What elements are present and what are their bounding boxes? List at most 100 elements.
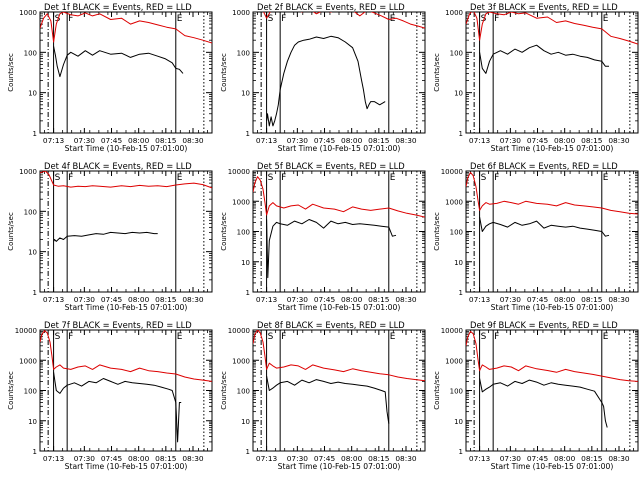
- time-marker-label: S: [481, 173, 487, 183]
- x-axis-label: Start Time (10-Feb-15 07:01:00): [491, 144, 614, 153]
- plot-frame: [465, 170, 639, 293]
- plot-frame: [39, 170, 213, 293]
- panel-det-4: Det 4f BLACK = Events, RED = LLD Counts/s…: [7, 161, 213, 312]
- x-tick-label: 08:30: [608, 295, 630, 304]
- series-events-black: [266, 376, 390, 424]
- y-tick-label: 1000: [19, 9, 37, 17]
- y-tick-label: 1000: [232, 198, 250, 206]
- x-tick-label: 07:13: [256, 295, 278, 304]
- y-tick-label: 100: [24, 208, 37, 216]
- plot-frame: [39, 11, 213, 134]
- x-tick-label: 08:15: [581, 454, 603, 463]
- x-tick-label: 07:13: [469, 454, 491, 463]
- y-tick-label: 1000: [232, 9, 250, 17]
- series-group: [263, 12, 425, 127]
- time-marker-label: F: [68, 332, 73, 342]
- x-tick-label: 07:45: [101, 295, 123, 304]
- plot-frame: [39, 329, 213, 452]
- x-tick-label: 07:13: [469, 295, 491, 304]
- panel-title: Det 3f BLACK = Events, RED = LLD: [470, 2, 618, 12]
- time-marker-label: F: [494, 173, 499, 183]
- y-axis-label: Counts/sec: [433, 371, 441, 410]
- y-tick-label: 10: [28, 249, 37, 257]
- panel-det-7: Det 7f BLACK = Events, RED = LLD Counts/s…: [7, 320, 213, 471]
- x-tick-label: 08:15: [155, 295, 177, 304]
- x-tick-label: 07:45: [314, 295, 336, 304]
- series-lld-red: [40, 171, 212, 189]
- series-group: [466, 171, 638, 237]
- x-tick-label: 07:45: [101, 454, 123, 463]
- y-tick-label: 100: [237, 388, 250, 396]
- time-marker-label: S: [268, 332, 274, 342]
- series-lld-red: [40, 12, 212, 44]
- y-tick-label: 100: [24, 49, 37, 57]
- series-group: [40, 330, 212, 443]
- x-tick-label: 07:45: [101, 136, 123, 145]
- y-axis-label: Counts/sec: [220, 53, 228, 92]
- series-events-black: [53, 231, 158, 242]
- y-tick-label: 100: [237, 49, 250, 57]
- x-axis-label: Start Time (10-Feb-15 07:01:00): [491, 303, 614, 312]
- y-tick-label: 10000: [228, 327, 250, 335]
- y-tick-label: 1000: [445, 9, 463, 17]
- panel-det-5: Det 5f BLACK = Events, RED = LLD Counts/s…: [220, 161, 426, 312]
- y-tick-label: 10: [241, 90, 250, 98]
- x-tick-label: 07:45: [527, 295, 549, 304]
- panel-title: Det 2f BLACK = Events, RED = LLD: [257, 2, 405, 12]
- x-tick-label: 07:45: [527, 136, 549, 145]
- x-tick-label: 07:30: [287, 136, 309, 145]
- time-marker-label: F: [68, 14, 73, 24]
- series-lld-red: [263, 12, 425, 29]
- x-tick-label: 08:15: [368, 454, 390, 463]
- panel-title: Det 9f BLACK = Events, RED = LLD: [470, 320, 618, 330]
- x-axis-label: Start Time (10-Feb-15 07:01:00): [491, 462, 614, 471]
- panel-title: Det 4f BLACK = Events, RED = LLD: [44, 161, 192, 171]
- x-tick-label: 07:30: [74, 136, 96, 145]
- x-axis-label: Start Time (10-Feb-15 07:01:00): [278, 462, 401, 471]
- series-events-black: [479, 44, 609, 74]
- y-tick-label: 1: [33, 289, 37, 297]
- panel-det-9: Det 9f BLACK = Events, RED = LLD Counts/s…: [433, 320, 639, 471]
- y-tick-label: 100: [450, 388, 463, 396]
- time-marker-label: F: [494, 332, 499, 342]
- x-axis-label: Start Time (10-Feb-15 07:01:00): [65, 462, 188, 471]
- y-axis-label: Counts/sec: [220, 371, 228, 410]
- x-tick-label: 08:15: [155, 136, 177, 145]
- series-group: [40, 12, 212, 78]
- x-tick-label: 08:00: [128, 295, 150, 304]
- x-tick-label: 07:30: [500, 295, 522, 304]
- panel-det-6: Det 6f BLACK = Events, RED = LLD Counts/s…: [433, 161, 639, 312]
- x-tick-label: 07:13: [256, 136, 278, 145]
- plot-frame: [465, 329, 639, 452]
- x-tick-label: 08:15: [368, 136, 390, 145]
- y-tick-label: 1000: [232, 357, 250, 365]
- series-lld-red: [40, 330, 212, 382]
- x-tick-label: 08:00: [554, 454, 576, 463]
- x-tick-label: 08:00: [341, 295, 363, 304]
- y-tick-label: 100: [24, 388, 37, 396]
- x-tick-label: 08:00: [554, 136, 576, 145]
- y-axis-label: Counts/sec: [433, 212, 441, 251]
- time-marker-label: S: [268, 173, 274, 183]
- panel-det-8: Det 8f BLACK = Events, RED = LLD Counts/s…: [220, 320, 426, 471]
- time-marker-label: E: [177, 173, 183, 183]
- x-tick-label: 07:45: [314, 454, 336, 463]
- x-tick-label: 07:30: [74, 454, 96, 463]
- time-marker-label: E: [603, 332, 609, 342]
- x-tick-label: 07:30: [500, 454, 522, 463]
- x-tick-label: 08:00: [341, 454, 363, 463]
- series-events-black: [479, 378, 608, 428]
- y-tick-label: 10: [241, 418, 250, 426]
- y-tick-label: 1: [246, 289, 250, 297]
- panel-title: Det 6f BLACK = Events, RED = LLD: [470, 161, 618, 171]
- x-tick-label: 08:30: [608, 454, 630, 463]
- series-group: [40, 171, 212, 242]
- y-tick-label: 10000: [441, 327, 463, 335]
- time-marker-label: F: [68, 173, 73, 183]
- x-axis-label: Start Time (10-Feb-15 07:01:00): [278, 303, 401, 312]
- y-tick-label: 10000: [228, 168, 250, 176]
- y-tick-label: 10: [454, 259, 463, 267]
- y-tick-label: 10: [454, 418, 463, 426]
- series-lld-red: [466, 330, 638, 382]
- x-tick-label: 08:00: [554, 295, 576, 304]
